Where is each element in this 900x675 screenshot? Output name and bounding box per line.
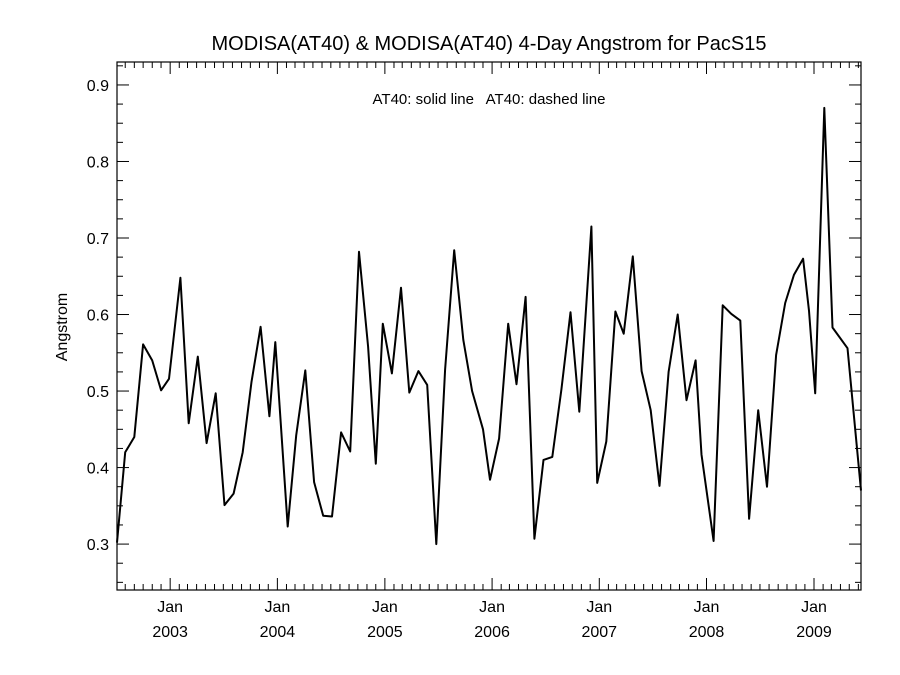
plot-area-frame <box>116 61 862 591</box>
x-tick-month-label: Jan <box>264 599 290 616</box>
x-tick-month-label: Jan <box>801 599 827 616</box>
y-tick-label: 0.3 <box>87 537 109 554</box>
x-tick-month-label: Jan <box>157 599 183 616</box>
x-tick-month-label: Jan <box>479 599 505 616</box>
x-tick-year-label: 2003 <box>152 624 188 641</box>
y-tick-label: 0.7 <box>87 231 109 248</box>
x-tick-year-label: 2004 <box>260 624 296 641</box>
legend-annotation: AT40: solid line AT40: dashed line <box>373 91 606 108</box>
x-tick-month-label: Jan <box>694 599 720 616</box>
chart-title: MODISA(AT40) & MODISA(AT40) 4-Day Angstr… <box>212 33 767 55</box>
y-tick-label: 0.5 <box>87 384 109 401</box>
y-axis: 0.3 0.4 0.5 0.6 0.7 0.8 0.9 <box>87 65 861 583</box>
y-tick-label: 0.8 <box>87 154 109 171</box>
x-tick-month-label: Jan <box>586 599 612 616</box>
y-tick-label: 0.4 <box>87 461 109 478</box>
x-axis: Jan 2003 Jan 2004 Jan 2005 Jan 2006 Jan 2007 Jan 20… <box>124 62 859 641</box>
x-tick-year-label: 2006 <box>474 624 510 641</box>
angstrom-solid-line <box>116 106 862 546</box>
x-tick-year-label: 2009 <box>796 624 832 641</box>
x-tick-year-label: 2007 <box>581 624 617 641</box>
x-tick-month-label: Jan <box>372 599 398 616</box>
x-tick-year-label: 2005 <box>367 624 403 641</box>
y-tick-label: 0.6 <box>87 308 109 325</box>
y-axis-label: Angstrom <box>54 293 71 361</box>
x-tick-year-label: 2008 <box>689 624 725 641</box>
y-tick-label: 0.9 <box>87 78 109 95</box>
